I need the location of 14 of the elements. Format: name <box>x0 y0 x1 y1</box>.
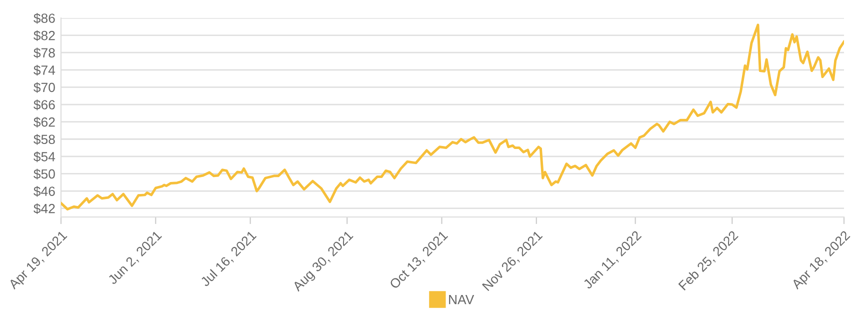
y-tick-label: $86 <box>34 13 55 24</box>
legend-label: NAV <box>449 295 474 304</box>
y-tick-label: $78 <box>34 48 55 58</box>
y-tick-label: $70 <box>34 82 55 93</box>
line-series <box>61 24 844 210</box>
y-tick-label: $50 <box>34 168 55 180</box>
y-tick-label: $42 <box>34 203 55 214</box>
y-tick-label: $46 <box>34 186 55 197</box>
y-tick-label: $62 <box>34 116 55 128</box>
y-tick-label: $54 <box>34 151 56 162</box>
y-tick-label: $66 <box>34 100 55 110</box>
y-tick-label: $58 <box>34 134 55 145</box>
y-tick-label: $74 <box>34 64 56 76</box>
y-tick-label: $82 <box>34 30 55 41</box>
